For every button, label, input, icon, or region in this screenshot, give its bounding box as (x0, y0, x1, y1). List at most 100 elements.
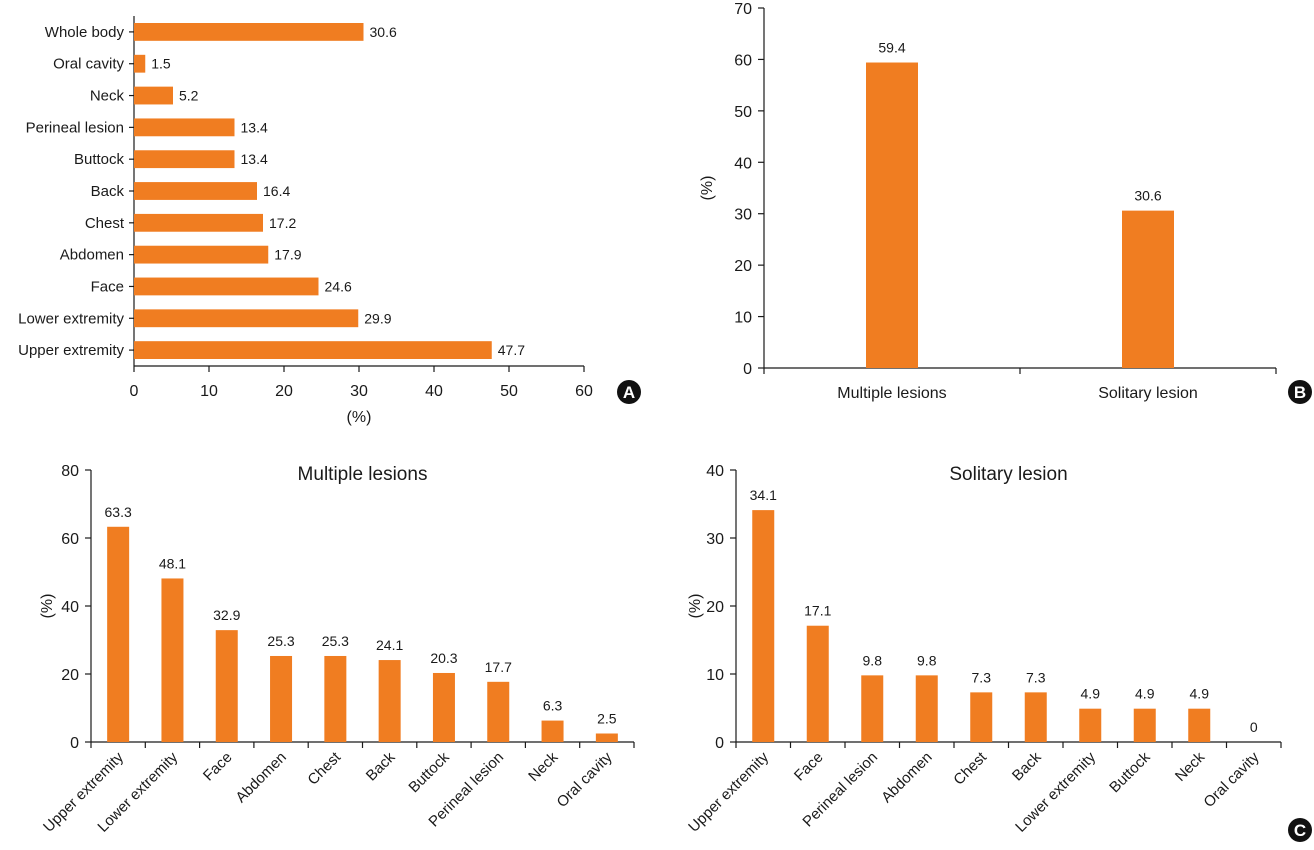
c1-bar (270, 655, 293, 742)
c1-data-label: 24.1 (376, 637, 403, 653)
a-bar (134, 54, 146, 73)
a-category-label: Upper extremity (18, 342, 124, 359)
c2-data-label: 9.8 (917, 652, 937, 668)
c1-bar (215, 630, 238, 742)
c2-y-tick-label: 30 (706, 531, 724, 548)
c1-category-label: Chest (304, 748, 344, 788)
a-data-label: 47.7 (498, 342, 525, 358)
c1-data-label: 63.3 (105, 504, 132, 520)
b-y-tick-label: 70 (734, 1, 752, 18)
c1-data-label: 6.3 (543, 698, 563, 714)
c2-y-tick-label: 40 (706, 463, 724, 480)
a-category-label: Neck (90, 88, 125, 105)
c2-data-label: 34.1 (750, 487, 777, 503)
c1-y-tick-label: 80 (61, 463, 79, 480)
c1-data-label: 25.3 (322, 633, 349, 649)
c1-bar (378, 660, 401, 742)
c1-category-label: Back (363, 748, 399, 784)
a-data-label: 1.5 (151, 56, 171, 72)
c1-y-tick-label: 0 (70, 735, 79, 752)
c2-bar (1079, 708, 1102, 742)
c1-data-label: 2.5 (597, 711, 617, 727)
c1-data-label: 32.9 (213, 607, 240, 623)
b-y-tick-label: 0 (743, 361, 752, 378)
c1-data-label: 48.1 (159, 555, 186, 571)
c2-data-label: 7.3 (972, 669, 992, 685)
c2-y-axis-title: (%) (687, 594, 704, 619)
a-data-label: 13.4 (241, 151, 268, 167)
a-data-label: 17.9 (274, 247, 301, 263)
a-bar (134, 182, 257, 200)
c2-category-label: Upper extremity (685, 748, 772, 835)
a-x-tick-label: 0 (130, 383, 139, 400)
c2-bar (1133, 708, 1156, 742)
c2-bar (970, 692, 993, 742)
b-y-tick-label: 40 (734, 155, 752, 172)
c2-data-label: 4.9 (1081, 686, 1101, 702)
c1-y-tick-label: 20 (61, 667, 79, 684)
c1-bar (487, 681, 510, 742)
a-data-label: 17.2 (269, 215, 296, 231)
c2-y-tick-label: 20 (706, 599, 724, 616)
b-data-label: 30.6 (1134, 188, 1161, 204)
c2-bar (752, 510, 775, 742)
c1-bar (161, 578, 184, 742)
c1-data-label: 25.3 (267, 633, 294, 649)
c1-bar (432, 672, 455, 742)
a-category-label: Abdomen (60, 247, 124, 264)
b-y-tick-label: 60 (734, 52, 752, 69)
a-bar (134, 86, 173, 105)
b-y-tick-label: 50 (734, 104, 752, 121)
a-data-label: 5.2 (179, 88, 199, 104)
a-bar (134, 150, 235, 169)
a-data-label: 24.6 (325, 278, 352, 294)
panel-badge-b (1288, 380, 1312, 404)
c2-data-label: 9.8 (863, 652, 883, 668)
panel-badge-letter-b: B (1294, 383, 1306, 402)
c1-category-label: Oral cavity (554, 748, 616, 810)
c1-bar (541, 720, 564, 742)
c2-bar (1024, 692, 1047, 742)
c2-category-label: Abdomen (878, 749, 935, 806)
c1-y-axis-title: (%) (39, 594, 56, 619)
c1-data-label: 20.3 (430, 650, 457, 666)
b-y-tick-label: 20 (734, 258, 752, 275)
c1-data-label: 17.7 (485, 659, 512, 675)
a-category-label: Buttock (74, 151, 125, 168)
a-bar (134, 213, 263, 232)
b-y-tick-label: 30 (734, 207, 752, 224)
c2-category-label: Oral cavity (1200, 748, 1262, 810)
b-bar (1122, 210, 1174, 368)
a-category-label: Chest (85, 215, 125, 232)
c1-bar (324, 655, 347, 742)
c2-bar (1188, 708, 1211, 742)
b-category-label: Multiple lesions (837, 385, 946, 402)
a-data-label: 16.4 (263, 183, 290, 199)
c1-y-tick-label: 40 (61, 599, 79, 616)
c2-data-label: 0 (1250, 719, 1258, 735)
c2-y-tick-label: 0 (715, 735, 724, 752)
a-x-tick-label: 30 (350, 383, 368, 400)
a-x-tick-label: 20 (275, 383, 293, 400)
panel-badge-c (1288, 818, 1312, 842)
c2-category-label: Buttock (1106, 748, 1154, 796)
a-category-label: Face (91, 278, 124, 295)
a-x-tick-label: 50 (500, 383, 518, 400)
c2-data-label: 4.9 (1135, 686, 1155, 702)
a-x-tick-label: 10 (200, 383, 218, 400)
a-category-label: Oral cavity (53, 56, 124, 73)
b-y-axis-title: (%) (699, 176, 716, 201)
c1-bar (595, 733, 618, 742)
a-data-label: 13.4 (241, 119, 268, 135)
a-data-label: 30.6 (370, 24, 397, 40)
c2-bar (806, 625, 829, 742)
a-bar (134, 245, 269, 264)
c1-category-label: Abdomen (232, 749, 289, 806)
c1-chart-title: Multiple lesions (298, 464, 428, 485)
c1-category-label: Neck (525, 748, 562, 785)
c2-data-label: 7.3 (1026, 669, 1046, 685)
a-category-label: Lower extremity (18, 310, 124, 327)
a-bar (134, 309, 359, 328)
c2-category-label: Face (791, 749, 827, 785)
